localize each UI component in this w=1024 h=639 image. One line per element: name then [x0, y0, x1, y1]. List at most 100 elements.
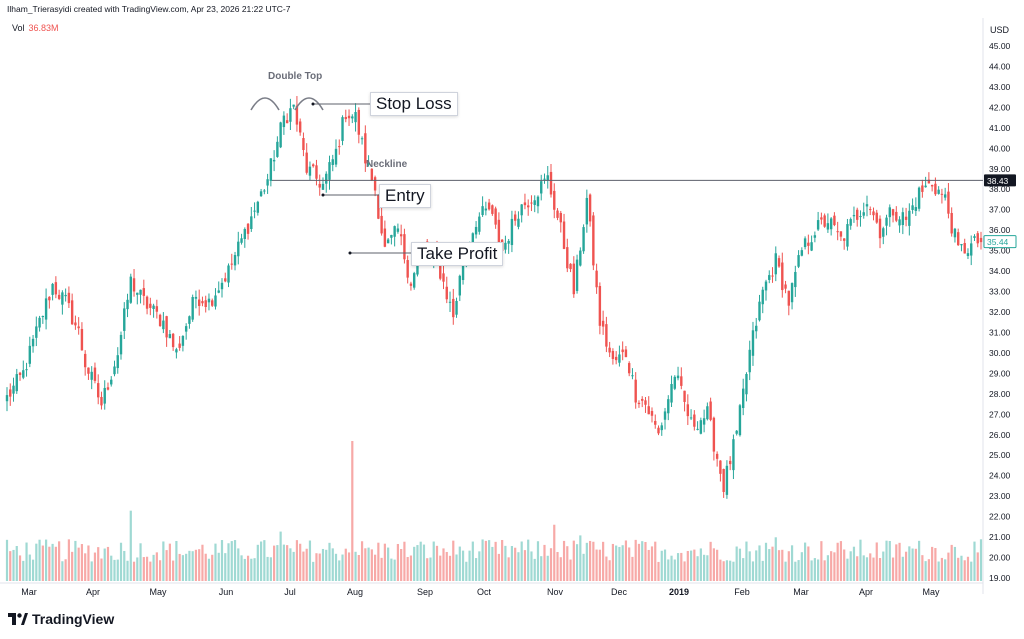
candle-body: [338, 146, 341, 148]
candle-body: [618, 354, 621, 363]
y-tick-label: 41.00: [989, 123, 1011, 133]
candle-body: [953, 228, 957, 238]
candle-body: [93, 367, 97, 381]
candle-body: [220, 282, 224, 290]
volume-bar: [755, 550, 758, 581]
candle-body: [142, 288, 146, 296]
volume-bar: [569, 559, 572, 581]
volume-bar: [289, 548, 292, 581]
candle-body: [41, 316, 45, 318]
volume-bar: [914, 548, 917, 581]
candle-body: [725, 465, 729, 495]
volume-bar: [426, 558, 429, 581]
candle-body: [904, 216, 908, 220]
candle-body: [582, 227, 585, 252]
candle-body: [390, 234, 393, 238]
volume-bar: [663, 549, 667, 581]
volume-bar: [224, 553, 227, 581]
volume-bar: [481, 539, 484, 581]
y-tick-label: 40.00: [989, 143, 1011, 153]
volume-bar: [908, 546, 911, 581]
candle-body: [784, 284, 787, 289]
volume-bar: [520, 541, 523, 581]
tradingview-logo[interactable]: TradingView: [8, 611, 114, 627]
volume-bar: [647, 549, 650, 581]
candle-body: [478, 216, 481, 232]
volume-bar: [302, 551, 305, 581]
candle-body: [184, 326, 188, 332]
candle-body: [523, 202, 527, 206]
volume-bar: [501, 539, 504, 581]
y-tick-label: 32.00: [989, 307, 1011, 317]
candle-body: [631, 375, 634, 377]
candle-body: [575, 259, 579, 291]
candle-body: [634, 379, 637, 403]
volume-bar: [484, 540, 487, 581]
candle-body: [224, 278, 227, 282]
candle-body: [930, 185, 934, 187]
candle-body: [787, 290, 791, 306]
candle-body: [758, 301, 761, 321]
volume-bar: [77, 547, 80, 581]
candle-body: [696, 428, 699, 430]
candle-body: [908, 210, 911, 226]
candle-body: [494, 208, 497, 225]
candle-body: [162, 320, 165, 330]
candle-body: [237, 241, 240, 257]
candle-body: [487, 202, 491, 210]
volume-bar: [823, 560, 826, 581]
candle-body: [911, 205, 914, 210]
x-tick-label: May: [149, 587, 167, 597]
neckline-price-badge: [984, 174, 1016, 187]
x-tick-label: Apr: [859, 587, 873, 597]
volume-bar: [895, 544, 898, 581]
volume-bar: [794, 561, 797, 581]
volume-bar: [979, 539, 983, 581]
x-tick-label: Mar: [793, 587, 809, 597]
volume-bar: [18, 555, 22, 581]
volume-bar: [155, 552, 158, 581]
volume-bar: [237, 548, 240, 581]
candle-body: [217, 290, 220, 293]
volume-bar: [745, 541, 748, 581]
chart-credit: Ilham_Trierasyidi created with TradingVi…: [7, 4, 291, 14]
candle-body: [325, 173, 328, 184]
volume-bar: [220, 540, 224, 581]
volume-bar: [129, 510, 132, 581]
volume-bar: [172, 560, 175, 581]
candle-body: [295, 105, 299, 125]
candle-body: [377, 194, 380, 219]
entry-callout[interactable]: Entry: [379, 184, 431, 208]
stop-loss-callout[interactable]: Stop Loss: [370, 92, 458, 116]
volume-bar: [28, 554, 31, 581]
volume-bar: [136, 557, 139, 581]
candle-body: [165, 316, 168, 338]
candle-body: [895, 211, 898, 221]
candle-body: [790, 283, 794, 303]
candle-body: [592, 215, 595, 266]
y-tick-label: 42.00: [989, 102, 1011, 112]
candle-body: [285, 120, 289, 124]
volume-bar: [803, 542, 807, 581]
y-tick-label: 22.00: [989, 512, 1011, 522]
volume-bar: [846, 558, 849, 581]
candle-body: [761, 289, 764, 305]
volume-bar: [465, 561, 468, 581]
volume-bar: [142, 557, 145, 581]
candle-body: [57, 294, 61, 299]
volume-bar: [787, 551, 790, 581]
y-tick-label: 33.00: [989, 287, 1011, 297]
volume-bar: [204, 553, 207, 581]
candle-body: [680, 376, 683, 386]
take-profit-callout[interactable]: Take Profit: [411, 242, 504, 266]
volume-bar: [921, 555, 924, 581]
volume-bar: [758, 545, 761, 581]
volume-bar: [527, 539, 530, 581]
volume-bar: [175, 540, 178, 581]
candle-body: [106, 387, 110, 390]
take-profit-point: [348, 251, 352, 255]
volume-bar: [807, 546, 810, 581]
x-tick-label: Apr: [86, 587, 100, 597]
volume-bar: [149, 561, 152, 581]
